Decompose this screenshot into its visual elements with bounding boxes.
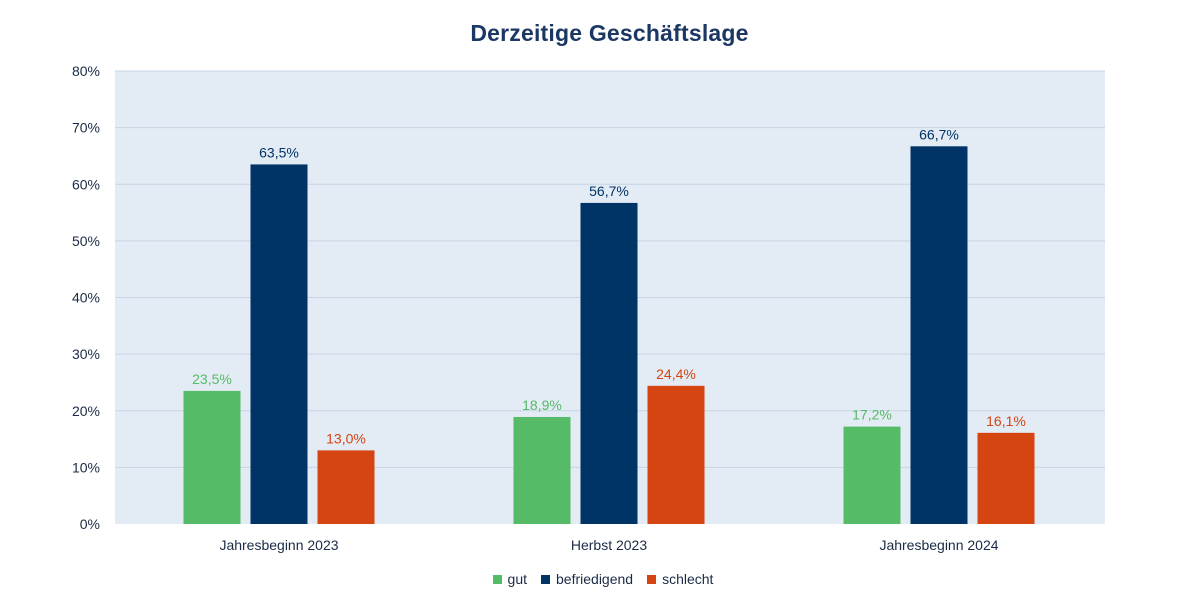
data-label-schlecht: 16,1% [986,413,1026,429]
y-tick-label: 50% [72,233,100,249]
data-label-schlecht: 13,0% [326,430,366,446]
legend-label: befriedigend [556,571,634,587]
y-tick-label: 60% [72,176,100,192]
bars [183,146,1035,524]
data-label-befriedigend: 66,7% [919,126,959,142]
bar-befriedigend [250,164,308,524]
legend-swatch [541,574,551,584]
legend-item-befriedigend: befriedigend [541,571,633,587]
chart-title: Derzeitige Geschäftslage [470,20,749,46]
legend: gut befriedigend schlecht [0,571,1200,587]
y-axis-ticks: 0% 10% 20% 30% 40% 50% 60% 70% 80% [72,63,100,532]
category-label: Jahresbeginn 2023 [219,537,338,553]
bar-schlecht [977,432,1035,524]
y-tick-label: 10% [72,459,100,475]
data-label-befriedigend: 63,5% [259,144,299,160]
y-tick-label: 20% [72,403,100,419]
y-tick-label: 40% [72,290,100,306]
y-tick-label: 70% [72,120,100,136]
bar-befriedigend [580,202,638,524]
bar-gut [183,390,241,524]
data-label-schlecht: 24,4% [656,366,696,382]
bar-schlecht [647,385,705,524]
bar-gut [843,426,901,524]
legend-label: schlecht [662,571,714,587]
legend-item-gut: gut [492,571,528,587]
legend-label: gut [507,571,528,587]
y-tick-label: 0% [80,516,100,532]
data-label-gut: 23,5% [192,371,232,387]
category-label: Jahresbeginn 2024 [879,537,998,553]
y-tick-label: 30% [72,346,100,362]
data-label-gut: 18,9% [522,397,562,413]
legend-item-schlecht: schlecht [647,571,713,587]
bar-befriedigend [910,146,968,524]
data-label-befriedigend: 56,7% [589,183,629,199]
y-tick-label: 80% [72,63,100,79]
bar-gut [513,416,571,524]
data-label-gut: 17,2% [852,407,892,423]
bar-schlecht [317,450,375,524]
legend-swatch [647,574,657,584]
legend-swatch [492,574,502,584]
data-labels: 23,5% 18,9% 17,2% 63,5% 56,7% 66,7% 13,0% 24,4%… [192,126,1026,446]
x-axis-categories: Jahresbeginn 2023 Herbst 2023 Jahresbeginn… [219,537,998,553]
category-label: Herbst 2023 [571,537,647,553]
